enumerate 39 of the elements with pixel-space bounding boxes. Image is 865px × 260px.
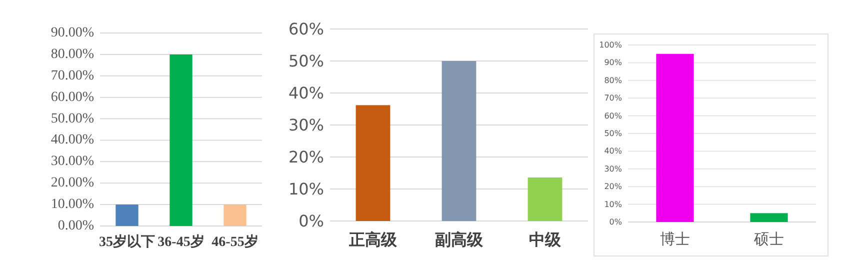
x-tick-label: 46-55岁 xyxy=(212,234,258,250)
y-tick-label: 30.00% xyxy=(50,154,94,170)
x-tick-label: 博士 xyxy=(660,231,690,248)
y-tick-label: 30% xyxy=(288,116,324,134)
y-tick-label: 60.00% xyxy=(50,90,94,105)
y-tick-label: 60% xyxy=(604,111,622,120)
bar xyxy=(356,105,390,221)
y-tick-label: 0% xyxy=(609,218,622,226)
y-tick-label: 20% xyxy=(604,182,622,192)
y-tick-label: 10% xyxy=(604,200,622,209)
x-tick-label: 硕士 xyxy=(753,231,784,248)
y-tick-label: 100% xyxy=(599,40,622,50)
y-tick-label: 40% xyxy=(604,146,622,156)
y-tick-label: 70.00% xyxy=(50,68,94,84)
y-tick-label: 50% xyxy=(288,52,324,70)
y-tick-label: 50.00% xyxy=(50,111,94,126)
y-tick-label: 10% xyxy=(288,180,324,198)
x-tick-label: 中级 xyxy=(529,230,562,249)
y-tick-label: 80% xyxy=(604,76,622,85)
y-tick-label: 90% xyxy=(604,58,622,68)
y-tick-label: 10.00% xyxy=(50,197,94,212)
y-tick-label: 40% xyxy=(288,84,324,102)
y-tick-label: 90.00% xyxy=(50,26,94,40)
y-tick-label: 50% xyxy=(604,129,622,138)
y-tick-label: 0% xyxy=(298,212,324,230)
y-tick-label: 60% xyxy=(288,20,324,38)
y-tick-label: 20% xyxy=(288,148,324,166)
y-tick-label: 80.00% xyxy=(50,46,94,62)
x-tick-label: 副高级 xyxy=(435,230,484,249)
y-tick-label: 0.00% xyxy=(58,218,94,234)
x-tick-label: 36-45岁 xyxy=(158,234,204,250)
x-tick-label: 正高级 xyxy=(348,230,398,249)
x-tick-label: 35岁以下 xyxy=(99,234,155,250)
y-tick-label: 40.00% xyxy=(50,132,94,148)
y-tick-label: 30% xyxy=(604,164,622,174)
y-tick-label: 70% xyxy=(604,94,622,103)
bar xyxy=(528,177,562,221)
bar xyxy=(442,61,476,221)
y-tick-label: 20.00% xyxy=(50,176,94,191)
